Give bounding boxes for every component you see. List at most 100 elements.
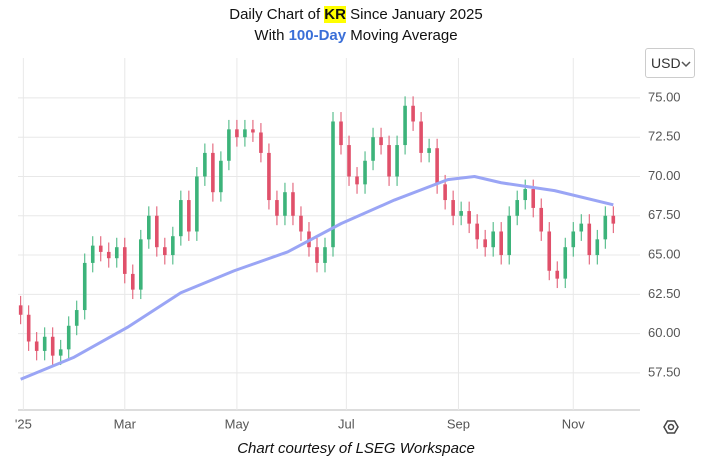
candle-body xyxy=(299,215,303,232)
title-part: Since January 2025 xyxy=(345,6,483,23)
candle-body xyxy=(243,129,247,138)
candle-body xyxy=(491,231,495,248)
settings-dot xyxy=(667,423,675,431)
currency-label: USD xyxy=(651,55,681,71)
candle-body xyxy=(435,148,439,185)
candle-body xyxy=(187,200,191,232)
moving-average xyxy=(20,174,614,381)
candle-body xyxy=(395,145,399,177)
x-tick-label: Sep xyxy=(447,416,470,431)
candle-body xyxy=(555,270,560,279)
candle-body xyxy=(66,325,71,350)
candle-body xyxy=(315,247,319,263)
candle-body xyxy=(515,200,520,216)
candle-body xyxy=(291,192,295,216)
candle-body xyxy=(499,231,503,256)
candle-body xyxy=(331,121,335,248)
subtitle-part: Moving Average xyxy=(346,27,458,44)
candle-body xyxy=(539,207,544,232)
candle-body xyxy=(451,200,455,216)
x-tick-label: May xyxy=(225,416,250,431)
candle-body xyxy=(459,211,463,216)
candle-body xyxy=(379,137,383,146)
candle-body xyxy=(475,223,479,240)
candle-body xyxy=(219,160,223,193)
candle-body xyxy=(138,239,143,290)
candle-body xyxy=(163,247,167,256)
candle-body xyxy=(323,247,327,263)
candle-body xyxy=(371,137,375,161)
currency-select[interactable]: USD xyxy=(645,48,695,78)
x-tick-label: '25 xyxy=(15,416,32,431)
candle-body xyxy=(171,236,175,256)
x-tick-label: Nov xyxy=(562,416,586,431)
candle-body xyxy=(355,176,359,185)
candle-body xyxy=(98,245,103,252)
y-tick-label: 60.00 xyxy=(648,325,681,340)
candle-body xyxy=(122,247,127,274)
ticker: KR xyxy=(324,6,346,23)
y-tick-label: 57.50 xyxy=(648,364,681,379)
candle-body xyxy=(283,192,287,216)
candle-body xyxy=(483,239,487,248)
footer: Chart courtesy of LSEG Workspace xyxy=(237,440,475,457)
candle-body xyxy=(507,215,511,256)
candle-body xyxy=(587,223,592,256)
candle-body xyxy=(42,336,47,351)
candle-body xyxy=(275,200,279,216)
y-tick-label: 67.50 xyxy=(648,207,681,222)
candle-body xyxy=(259,132,263,153)
y-tick-label: 62.50 xyxy=(648,286,681,301)
candle-body xyxy=(82,262,87,311)
candle-body xyxy=(387,145,391,177)
y-tick-label: 72.50 xyxy=(648,129,681,144)
candle-body xyxy=(18,305,23,315)
candle-body xyxy=(227,129,231,161)
chart-subtitle: With 100-Day Moving Average xyxy=(0,27,712,44)
candle-body xyxy=(467,211,471,224)
candle-body xyxy=(571,231,576,248)
candle-body xyxy=(74,310,79,326)
y-tick-label: 65.00 xyxy=(648,246,681,261)
chart-title: Daily Chart of KR Since January 2025 xyxy=(0,6,712,23)
candle-body xyxy=(251,129,255,133)
candle-body xyxy=(547,231,552,271)
candle-body xyxy=(419,121,423,153)
chevron xyxy=(681,61,691,68)
candle-body xyxy=(523,189,528,201)
candle-body xyxy=(579,223,584,232)
candle-body xyxy=(339,121,343,146)
candle-body xyxy=(203,152,207,177)
settings-icon[interactable] xyxy=(663,420,679,434)
candle-body xyxy=(411,105,415,122)
y-tick-label: 75.00 xyxy=(648,89,681,104)
candle-body xyxy=(443,184,447,201)
candle-body xyxy=(403,105,407,146)
candle-body xyxy=(195,176,199,232)
candle-body xyxy=(347,145,351,177)
x-tick-label: Mar xyxy=(114,416,137,431)
candle-body xyxy=(531,189,536,208)
x-tick-label: Jul xyxy=(338,416,355,431)
candle-body xyxy=(34,341,39,351)
candle-body xyxy=(155,215,159,248)
candle-body xyxy=(563,247,568,279)
candle-body xyxy=(106,251,111,259)
candle-body xyxy=(179,200,183,237)
candle-body xyxy=(427,148,431,153)
candle-body xyxy=(211,152,215,193)
candle-body xyxy=(611,215,616,224)
y-tick-label: 70.00 xyxy=(648,168,681,183)
candle-body xyxy=(114,247,119,259)
candle-body xyxy=(235,129,239,138)
ma-period: 100-Day xyxy=(288,27,347,44)
candle-body xyxy=(603,215,608,240)
candle-body xyxy=(267,152,271,201)
settings-hex xyxy=(663,420,679,434)
candle-body xyxy=(595,239,600,256)
candle-body xyxy=(363,160,367,185)
candle-body xyxy=(130,273,135,290)
candle-body xyxy=(147,215,151,240)
